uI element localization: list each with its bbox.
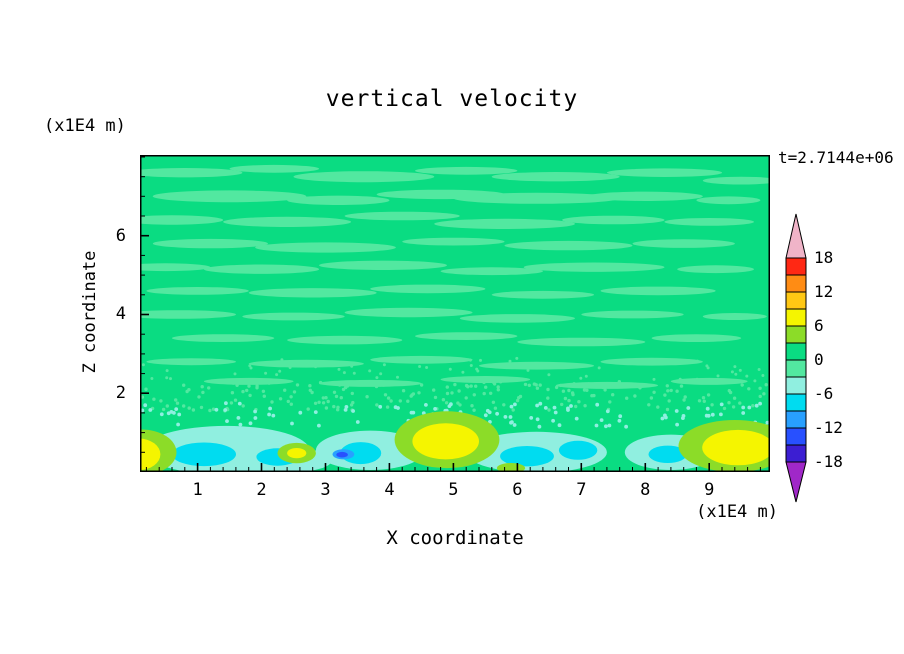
y-tick-label: 4 xyxy=(115,304,126,325)
colorbar-tick-label: 18 xyxy=(814,248,834,267)
x-tick-label: 6 xyxy=(512,480,523,500)
colorbar-tick-label: 12 xyxy=(814,282,834,301)
x-axis-unit-label: (x1E4 m) xyxy=(696,502,778,522)
colorbar xyxy=(785,213,807,503)
colorbar-tick-label: 6 xyxy=(814,316,824,335)
x-tick-label: 7 xyxy=(576,480,587,500)
time-annotation: t=2.7144e+06 xyxy=(778,148,894,167)
colorbar-tick-label: 0 xyxy=(814,350,824,369)
y-tick-label: 6 xyxy=(115,225,126,246)
y-tick-label: 2 xyxy=(115,383,126,404)
colorbar-tick-label: -12 xyxy=(814,418,843,437)
x-tick-label: 1 xyxy=(192,480,203,500)
x-tick-label: 8 xyxy=(640,480,651,500)
colorbar-tick-label: -18 xyxy=(814,452,843,471)
colorbar-tick-label: -6 xyxy=(814,384,834,403)
x-tick-label: 3 xyxy=(320,480,331,500)
x-axis-title: X coordinate xyxy=(386,527,524,549)
contour-plot xyxy=(140,155,770,472)
chart-title: vertical velocity xyxy=(325,86,579,112)
contour-field xyxy=(140,155,770,472)
x-tick-label: 9 xyxy=(704,480,715,500)
x-tick-label: 2 xyxy=(256,480,267,500)
x-tick-label: 4 xyxy=(384,480,395,500)
axis-frame xyxy=(140,155,770,472)
x-tick-label: 5 xyxy=(448,480,459,500)
y-axis-unit-label: (x1E4 m) xyxy=(44,116,126,136)
